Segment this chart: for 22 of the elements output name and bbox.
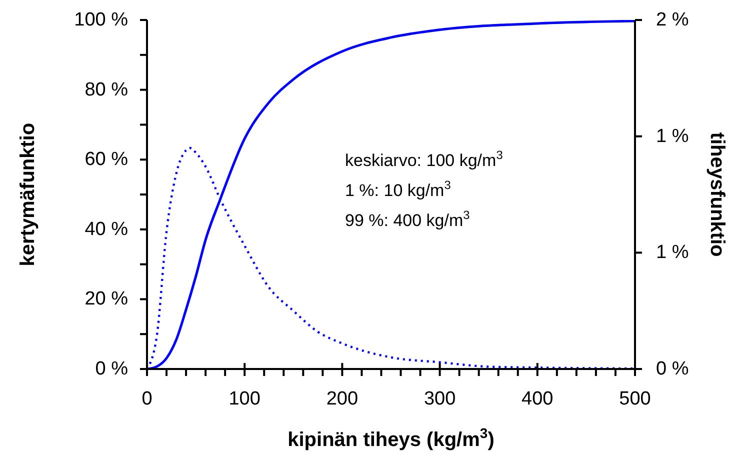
y-tick-label: 100 % [74, 10, 128, 30]
y-tick-label: 20 % [84, 288, 128, 310]
x-tick-label: 0 [142, 388, 152, 410]
x-tick-label: 400 [522, 388, 554, 410]
y-tick-label: 40 % [84, 218, 128, 240]
x-tick-label: 200 [326, 388, 358, 410]
y2-tick-label: 1 % [656, 242, 689, 264]
x-tick-label: 500 [619, 388, 651, 410]
x-axis-title: kipinän tiheys (kg/m$^{3}$) [288, 425, 494, 451]
annotation: keskiarvo: 100 kg/m$^{3}$ [345, 148, 504, 170]
y-axis-title: kertymäfunktio [17, 122, 39, 266]
y-tick-label: 60 % [84, 149, 128, 170]
y2-tick-label: 2 % [656, 10, 689, 30]
x-tick-label: 100 [228, 388, 260, 410]
y2-tick-label: 1 % [656, 126, 689, 147]
annotation: 1 %: 10 kg/m$^{3}$ [345, 178, 452, 200]
y2-tick-label: 0 % [656, 358, 689, 380]
x-tick-label: 300 [424, 388, 456, 410]
y-tick-label: 0 % [95, 358, 128, 380]
annotation: 99 %: 400 kg/m$^{3}$ [345, 208, 470, 230]
y2-axis-title: tiheysfunktio [706, 132, 728, 257]
y-tick-label: 80 % [84, 79, 128, 100]
